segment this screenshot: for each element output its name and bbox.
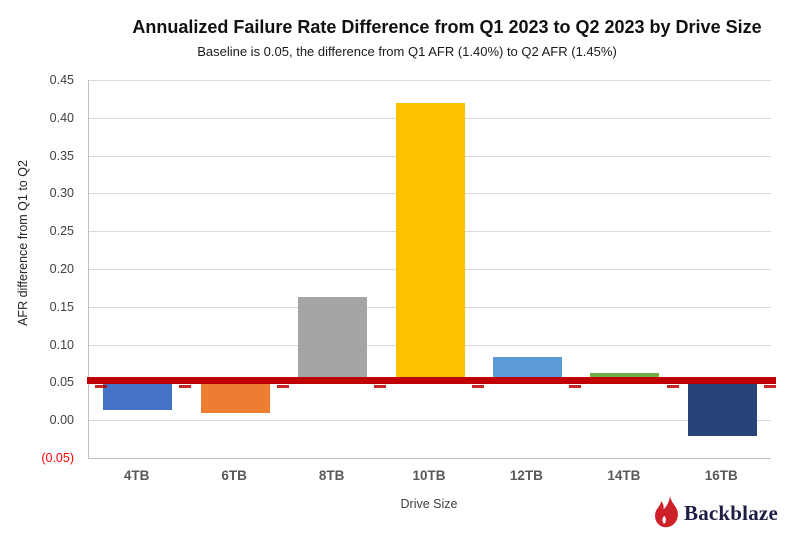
- baseline-dash: [666, 384, 679, 388]
- baseline-line: [87, 377, 776, 385]
- baseline-dash: [764, 384, 776, 388]
- y-tick-label: 0.40: [49, 110, 74, 125]
- x-tick-label-12tb: 12TB: [509, 468, 543, 483]
- y-tick-label: (0.05): [41, 451, 74, 465]
- y-tick-label: 0.45: [49, 73, 74, 87]
- x-tick-label-16tb: 16TB: [704, 468, 738, 483]
- y-tick-label: 0.20: [49, 262, 74, 276]
- baseline-dash: [471, 384, 484, 388]
- baseline-dash: [179, 384, 192, 388]
- plot-area: [87, 80, 776, 459]
- x-tick-label-14tb: 14TB: [607, 468, 641, 483]
- baseline-dash: [95, 384, 107, 388]
- backblaze-flame-icon: [655, 496, 678, 528]
- gridline: [89, 420, 771, 422]
- bar-10tb: [395, 102, 465, 383]
- y-tick-label: 0.25: [49, 224, 74, 239]
- x-tick-label-8tb: 8TB: [318, 468, 345, 483]
- baseline-dash: [276, 384, 289, 388]
- baseline-dash: [569, 384, 582, 388]
- bar-8tb: [298, 297, 368, 383]
- y-tick-label: 0.10: [49, 337, 74, 352]
- chart-title: Annualized Failure Rate Difference from …: [132, 17, 762, 37]
- y-tick-label: 0.35: [49, 148, 74, 163]
- bar-4tb: [103, 382, 173, 411]
- x-axis-title: Drive Size: [400, 497, 458, 511]
- gridline: [89, 80, 771, 81]
- y-tick-label: 0.15: [49, 299, 74, 314]
- y-tick-label: 0.05: [49, 375, 74, 390]
- y-tick-label: 0.30: [49, 186, 74, 201]
- y-tick-label: 0.00: [49, 413, 74, 428]
- bar-16tb: [687, 382, 757, 437]
- x-tick-label-4tb: 4TB: [123, 468, 150, 483]
- backblaze-logo: Backblaze: [654, 496, 778, 530]
- backblaze-wordmark: Backblaze: [684, 500, 778, 525]
- baseline-dash: [374, 384, 387, 388]
- x-tick-label-10tb: 10TB: [412, 468, 446, 483]
- chart-subtitle: Baseline is 0.05, the difference from Q1…: [197, 44, 617, 59]
- x-tick-label-6tb: 6TB: [221, 468, 247, 483]
- bar-6tb: [200, 382, 270, 413]
